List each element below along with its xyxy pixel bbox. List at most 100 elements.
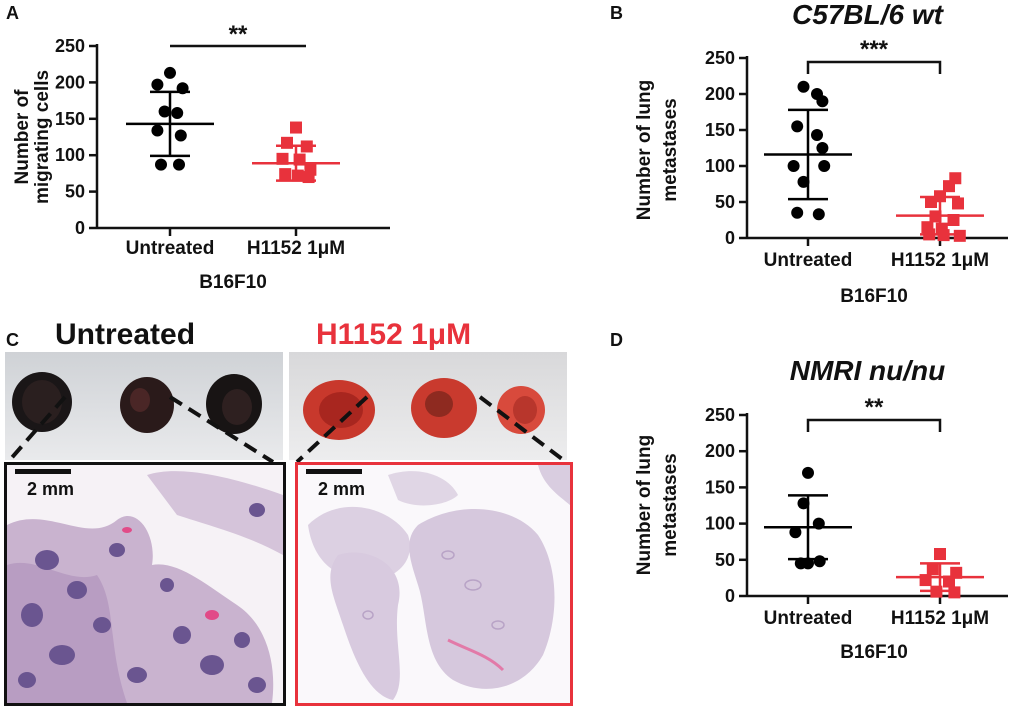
chart-a-series-0-point-8 xyxy=(173,158,185,171)
chart-d-ytick-label-0: 0 xyxy=(725,586,735,606)
chart-a-series-0-point-3 xyxy=(158,105,171,118)
chart-b-series-0-point-8 xyxy=(797,175,810,188)
chart-b-ylabel-line-0: Number of lung xyxy=(634,80,655,220)
panel-letter-b: B xyxy=(610,3,623,23)
chart-b-series-1-point-1 xyxy=(943,180,955,193)
chart-b-series-0-point-6 xyxy=(787,160,800,172)
chart-a-series-1-point-7 xyxy=(291,169,304,182)
panel-letter-d: D xyxy=(610,330,623,350)
scalebar-right-label: 2 mm xyxy=(318,479,366,499)
chart-a-series-1-point-1 xyxy=(281,136,293,149)
chart-a-ylabel-line-0: Number of xyxy=(12,89,33,185)
chart-d-ytick-label-150: 150 xyxy=(705,477,735,497)
chart-a-sig-label: ** xyxy=(229,21,248,48)
chart-d-category-label-1: H1152 1μM xyxy=(891,608,989,629)
chart-b-series-0-point-3 xyxy=(791,120,804,133)
chart-a-ytick-label-100: 100 xyxy=(55,145,85,165)
chart-b-ytick-label-150: 150 xyxy=(705,120,735,140)
chart-b-series-1-point-6 xyxy=(947,214,960,226)
lung-photo-untreated xyxy=(5,352,283,460)
chart-a-series-1-point-8 xyxy=(302,171,315,184)
scalebar-left-label: 2 mm xyxy=(27,479,75,499)
chart-d-ytick-label-100: 100 xyxy=(705,514,735,534)
chart-d-series-1-point-4 xyxy=(943,575,955,588)
chart-d-category-label-0: Untreated xyxy=(764,608,853,629)
chart-d-series-1-point-0 xyxy=(934,548,946,561)
chart-b-ytick-label-50: 50 xyxy=(715,192,735,212)
chart-a-ytick-label-200: 200 xyxy=(55,72,85,92)
photo-title-untreated: Untreated xyxy=(55,318,196,351)
chart-a-series-0-point-5 xyxy=(151,124,164,137)
chart-d-series-1-point-1 xyxy=(926,563,939,576)
panel-letter-c: C xyxy=(6,330,19,350)
chart-b-series-1-point-11 xyxy=(953,229,966,242)
chart-a-series-0-point-7 xyxy=(155,158,167,171)
chart-a-series-0-point-4 xyxy=(171,106,184,119)
chart-b-sig-label: *** xyxy=(860,36,889,63)
chart-d-ytick-label-200: 200 xyxy=(705,441,735,461)
chart-d-series-0-point-1 xyxy=(797,497,810,510)
scalebar-left xyxy=(15,469,71,474)
chart-a-ytick-label-250: 250 xyxy=(55,36,85,56)
chart-b-ytick-label-0: 0 xyxy=(725,228,735,248)
chart-a-series-0-point-0 xyxy=(164,66,176,79)
chart-b-category-label-0: Untreated xyxy=(764,250,853,271)
chart-d-series-0-point-0 xyxy=(802,466,814,479)
chart-d-series-1-point-6 xyxy=(948,586,961,599)
chart-a-ytick-label-50: 50 xyxy=(65,182,85,202)
chart-a-series-0-point-1 xyxy=(151,78,164,91)
chart-d-ytick-label-250: 250 xyxy=(705,405,735,425)
chart-d-series-0-point-6 xyxy=(802,557,814,570)
chart-b-ylabel-line-1: metastases xyxy=(660,98,681,202)
chart-a-series-1-point-2 xyxy=(300,140,313,153)
chart-a-series-0-point-6 xyxy=(174,129,187,142)
chart-d-series-0-point-4 xyxy=(813,555,826,568)
chart-d-xlabel: B16F10 xyxy=(840,642,908,663)
chart-d-ylabel-line-0: Number of lung xyxy=(634,435,655,575)
chart-b-series-0-point-2 xyxy=(816,95,829,108)
chart-a-ylabel-line-1: migrating cells xyxy=(32,70,53,204)
chart-a-series-1-point-0 xyxy=(290,121,302,134)
chart-d-ytick-label-50: 50 xyxy=(715,550,735,570)
chart-b-series-1-point-5 xyxy=(929,210,942,223)
chart-b-series-0-point-4 xyxy=(811,129,823,142)
chart-b-series-1-point-3 xyxy=(925,196,937,208)
chart-d-series-0-point-3 xyxy=(789,526,802,539)
chart-b-series-1-point-10 xyxy=(937,229,950,242)
histology-treated: 2 mm xyxy=(295,462,573,706)
chart-a-series-1-point-6 xyxy=(279,168,292,181)
chart-a-series-1-point-3 xyxy=(276,152,289,165)
chart-b-series-0-point-5 xyxy=(816,142,829,154)
chart-a-series-1-point-4 xyxy=(293,153,306,166)
lung-photo-treated xyxy=(289,352,567,460)
panel-letter-a: A xyxy=(6,3,19,23)
chart-b-series-1-point-4 xyxy=(952,197,964,210)
chart-b-title: C57BL/6 wt xyxy=(792,0,945,30)
chart-b-xlabel: B16F10 xyxy=(840,286,908,307)
chart-a-xlabel: B16F10 xyxy=(199,272,267,293)
chart-b-ytick-label-100: 100 xyxy=(705,156,735,176)
photo-title-treated: H1152 1μM xyxy=(316,318,472,351)
chart-b-series-0-point-0 xyxy=(797,80,810,93)
chart-b-series-1-point-9 xyxy=(923,228,936,241)
chart-b-series-0-point-7 xyxy=(818,160,831,172)
chart-d-series-1-point-3 xyxy=(919,574,932,587)
chart-d-title: NMRI nu/nu xyxy=(790,355,946,386)
chart-a-category-label-1: H1152 1μM xyxy=(247,238,345,259)
chart-b-ytick-label-250: 250 xyxy=(705,48,735,68)
histology-untreated: 2 mm xyxy=(4,462,286,706)
chart-a-ytick-label-150: 150 xyxy=(55,109,85,129)
chart-d-ylabel-line-1: metastases xyxy=(660,453,681,557)
chart-a-series-0-point-2 xyxy=(176,82,189,95)
chart-b-series-0-point-9 xyxy=(791,206,804,219)
scalebar-right xyxy=(306,469,362,474)
chart-b-sig-bracket xyxy=(806,60,942,74)
chart-a-ytick-label-0: 0 xyxy=(75,218,85,238)
chart-d-series-0-point-2 xyxy=(812,517,825,530)
chart-d-sig-bracket xyxy=(806,418,942,432)
chart-b-ytick-label-200: 200 xyxy=(705,84,735,104)
chart-b-series-0-point-10 xyxy=(812,208,825,221)
chart-a-category-label-0: Untreated xyxy=(126,238,215,259)
chart-b-category-label-1: H1152 1μM xyxy=(891,250,989,271)
